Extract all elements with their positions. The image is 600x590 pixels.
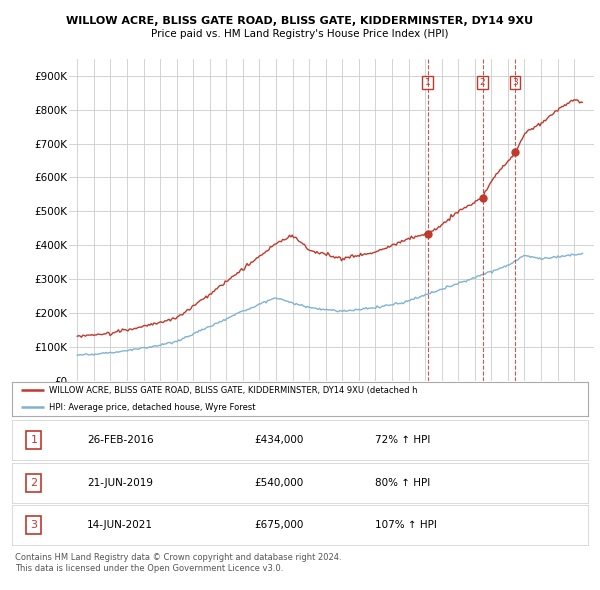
Text: This data is licensed under the Open Government Licence v3.0.: This data is licensed under the Open Gov… — [15, 565, 283, 573]
Text: £675,000: £675,000 — [254, 520, 303, 530]
Text: 107% ↑ HPI: 107% ↑ HPI — [375, 520, 437, 530]
Text: WILLOW ACRE, BLISS GATE ROAD, BLISS GATE, KIDDERMINSTER, DY14 9XU: WILLOW ACRE, BLISS GATE ROAD, BLISS GATE… — [67, 16, 533, 25]
Text: £540,000: £540,000 — [254, 478, 303, 487]
Text: HPI: Average price, detached house, Wyre Forest: HPI: Average price, detached house, Wyre… — [49, 403, 256, 412]
Text: 72% ↑ HPI: 72% ↑ HPI — [375, 435, 430, 445]
Text: 26-FEB-2016: 26-FEB-2016 — [87, 435, 154, 445]
Text: 2: 2 — [480, 78, 485, 87]
Text: 14-JUN-2021: 14-JUN-2021 — [87, 520, 153, 530]
Text: £434,000: £434,000 — [254, 435, 303, 445]
Text: 3: 3 — [512, 78, 518, 87]
Text: Price paid vs. HM Land Registry's House Price Index (HPI): Price paid vs. HM Land Registry's House … — [151, 30, 449, 39]
Text: Contains HM Land Registry data © Crown copyright and database right 2024.: Contains HM Land Registry data © Crown c… — [15, 553, 341, 562]
Text: 80% ↑ HPI: 80% ↑ HPI — [375, 478, 430, 487]
Text: 2: 2 — [31, 478, 37, 487]
Text: 1: 1 — [425, 78, 430, 87]
Text: 1: 1 — [31, 435, 37, 445]
Text: 3: 3 — [31, 520, 37, 530]
Text: 21-JUN-2019: 21-JUN-2019 — [87, 478, 153, 487]
Text: WILLOW ACRE, BLISS GATE ROAD, BLISS GATE, KIDDERMINSTER, DY14 9XU (detached h: WILLOW ACRE, BLISS GATE ROAD, BLISS GATE… — [49, 386, 418, 395]
